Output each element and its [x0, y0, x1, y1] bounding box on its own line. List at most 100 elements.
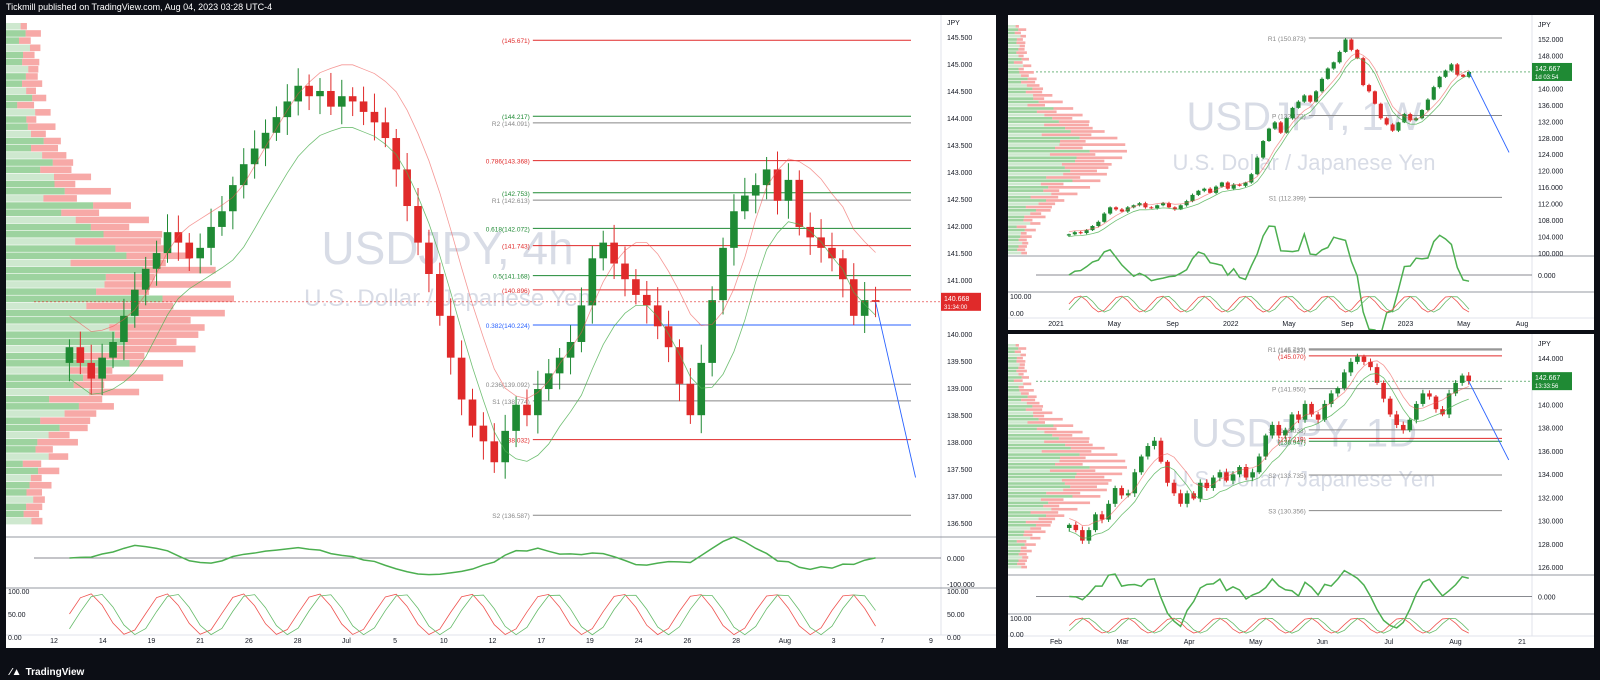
- volume-profile-bar-up: [6, 44, 30, 52]
- candle-down: [1276, 424, 1282, 436]
- volume-profile-bar-down: [137, 309, 225, 317]
- volume-profile-bar-up: [1008, 232, 1021, 235]
- candle-down: [1361, 58, 1366, 86]
- volume-profile-bar-down: [1058, 437, 1090, 440]
- volume-profile-bar-down: [1018, 48, 1025, 51]
- oscillator-line: [69, 536, 876, 576]
- candle-down: [1149, 207, 1154, 209]
- x-tick-label: 21: [1518, 639, 1526, 646]
- volume-profile-bar-up: [1008, 540, 1017, 543]
- volume-profile-bar-up: [6, 324, 110, 331]
- volume-profile-bar-down: [1038, 517, 1056, 521]
- tradingview-logo[interactable]: ⁄▲ TradingView: [6, 665, 84, 680]
- volume-profile-bar-down: [129, 360, 184, 367]
- volume-profile-bar-up: [1008, 48, 1019, 51]
- volume-profile-bar-up: [1008, 212, 1031, 215]
- candle-down: [425, 242, 433, 274]
- x-tick-label: Jul: [1384, 639, 1393, 646]
- volume-profile-bar-up: [1008, 71, 1020, 74]
- level-label: S2 (133.735): [1268, 473, 1306, 480]
- volume-profile-bar-down: [1035, 524, 1051, 527]
- candle-down: [403, 169, 411, 207]
- volume-profile-bar-down: [1072, 179, 1101, 183]
- volume-profile-bar-up: [1008, 482, 1065, 485]
- candle-up: [207, 226, 215, 248]
- volume-profile-bar-down: [1018, 67, 1024, 71]
- volume-profile-bar-up: [1008, 241, 1023, 245]
- candle-up: [1086, 530, 1092, 541]
- chart-daily-svg[interactable]: USDJPY, 1DU.S. Dollar / Japanese YenJPY1…: [1008, 334, 1594, 648]
- stochastic-k-line: [69, 593, 876, 636]
- candle-up: [762, 169, 771, 186]
- volume-profile-bar-up: [1008, 209, 1036, 212]
- candle-down: [1237, 184, 1242, 186]
- volume-profile-bar-up: [1008, 225, 1017, 229]
- volume-profile-bar-down: [1013, 379, 1023, 382]
- volume-profile-bar-up: [6, 37, 19, 44]
- volume-profile-bar-down: [17, 101, 35, 109]
- volume-profile-bar-down: [1049, 469, 1096, 472]
- volume-profile-bar-up: [6, 274, 106, 281]
- chart-4h-svg[interactable]: USDJPY, 4h U.S. Dollar / Japanese Yen JPY 1…: [6, 15, 996, 648]
- candle-up: [1328, 393, 1334, 404]
- candle-up: [337, 96, 346, 107]
- candle-up: [1243, 182, 1248, 186]
- volume-profile-bar-down: [1072, 495, 1101, 498]
- volume-profile-bar-down: [1018, 372, 1024, 376]
- volume-profile-bar-down: [73, 381, 105, 389]
- volume-profile-bar-down: [1020, 232, 1027, 235]
- candle-down: [1191, 493, 1196, 499]
- oscillator-tick: 0.000: [947, 556, 965, 563]
- oscillator-line: [1068, 225, 1470, 330]
- volume-profile-bar-up: [6, 159, 53, 166]
- volume-profile-bar-up: [6, 130, 32, 138]
- chart-panel-weekly[interactable]: USDJPY, 1W U.S. Dollar / Japanese Yen JPY 1…: [1008, 15, 1594, 330]
- volume-profile-bar-down: [1027, 77, 1037, 81]
- volume-profile-bar-down: [1018, 238, 1027, 242]
- candle-up: [1322, 403, 1327, 420]
- volume-profile-bar-down: [1014, 31, 1021, 35]
- volume-profile-bar-up: [6, 345, 112, 353]
- x-tick-label: 7: [880, 638, 884, 645]
- y-tick-label: 132.000: [1538, 119, 1563, 126]
- volume-profile-bar-down: [1018, 54, 1024, 58]
- projection-arrow: [1468, 71, 1510, 153]
- candle-down: [414, 206, 422, 243]
- candle-down: [1466, 375, 1472, 382]
- candle-up: [1337, 51, 1342, 63]
- volume-profile-bar-up: [6, 116, 27, 123]
- candle-down: [1440, 409, 1445, 415]
- candle-down: [1390, 124, 1395, 131]
- candle-up: [1211, 477, 1216, 489]
- level-label: (145.671): [502, 38, 530, 45]
- chart-panel-4h[interactable]: USDJPY, 4h U.S. Dollar / Japanese Yen JPY 1…: [6, 15, 996, 648]
- candle-up: [588, 258, 597, 306]
- x-tick-label: 26: [683, 638, 691, 645]
- chart-weekly-svg[interactable]: USDJPY, 1WU.S. Dollar / Japanese YenJPY1…: [1008, 15, 1594, 330]
- candle-up: [730, 211, 738, 248]
- volume-profile-bar-up: [1008, 245, 1019, 248]
- level-label: (141.743): [502, 244, 530, 251]
- candle-down: [436, 274, 444, 316]
- volume-profile-bar-down: [42, 152, 67, 159]
- y-tick-label: 128.000: [1538, 136, 1563, 143]
- volume-profile-bar-down: [1059, 459, 1126, 463]
- volume-profile-bar-down: [1070, 130, 1105, 133]
- volume-profile-bar-up: [6, 266, 144, 274]
- volume-profile-bar-down: [18, 37, 31, 44]
- candle-down: [1224, 472, 1229, 481]
- candle-up: [218, 211, 226, 227]
- volume-profile-bar-down: [1019, 44, 1025, 48]
- volume-profile-bar-up: [6, 152, 43, 159]
- volume-profile-bar-up: [1008, 202, 1039, 206]
- footer-bar: ⁄▲ TradingView: [0, 665, 1600, 680]
- y-tick-label: 143.000: [947, 170, 972, 177]
- candle-up: [501, 430, 509, 463]
- volume-profile-bar-up: [6, 453, 49, 460]
- candle-down: [457, 357, 466, 400]
- y-tick-label: 144.500: [947, 89, 972, 96]
- volume-profile-bar-up: [1008, 186, 1049, 189]
- candle-up: [1139, 456, 1144, 473]
- chart-panel-daily[interactable]: USDJPY, 1D U.S. Dollar / Japanese Yen JPY 1…: [1008, 334, 1594, 648]
- volume-profile-bar-down: [22, 80, 43, 87]
